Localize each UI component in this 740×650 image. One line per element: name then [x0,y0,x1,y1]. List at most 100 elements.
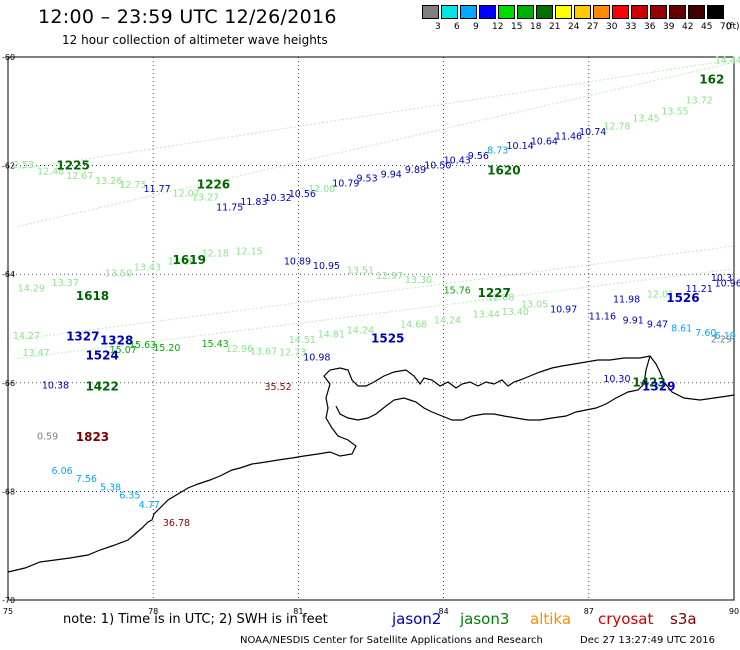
x-tick-label: 87 [584,607,594,616]
legend-jason2: jason2 [392,610,442,628]
pass-id-label: 1619 [173,253,206,267]
wave-height-label: 12.15 [235,246,262,257]
scale-swatch [688,5,705,19]
scale-label: 9 [473,22,479,32]
scale-label: 3 [435,22,441,32]
map-frame [7,56,735,601]
wave-height-label: 10.50 [424,161,451,172]
wave-height-label: 10.97 [550,304,577,315]
wave-height-label: 10.64 [531,137,558,148]
legend-jason3: jason3 [460,610,510,628]
y-tick-label: -64 [2,270,15,279]
scale-label: 24 [568,22,580,32]
wave-height-label: 15.43 [202,339,229,350]
scale-swatch [517,5,534,19]
scale-swatch [479,5,496,19]
satellite-track [17,268,735,359]
scale-label: 27 [587,22,599,32]
scale-swatch [536,5,553,19]
generation-timestamp: Dec 27 13:27:49 UTC 2016 [580,635,715,646]
wave-height-label: 6.19 [715,331,736,342]
wave-height-label: 11.77 [144,184,171,195]
wave-height-label: 13.26 [95,176,122,187]
satellite-tracks [17,59,735,359]
wave-height-label: 13.67 [250,346,277,357]
wave-height-label: 9.94 [381,169,402,180]
wave-height-label: 13.43 [134,263,161,274]
legend-altika: altika [530,610,572,628]
scale-label: 12 [492,22,504,32]
coastline-inlet [335,355,651,421]
wave-height-label: 9.47 [647,320,668,331]
footer-note: note: 1) Time is in UTC; 2) SWH is in fe… [63,612,328,627]
y-tick-label: -70 [2,596,15,605]
x-tick-label: 90 [729,607,739,616]
wave-height-label: 12.67 [66,171,93,182]
pass-id-label: 162 [699,73,724,87]
wave-height-label: 11.83 [240,197,267,208]
y-tick-label: -66 [2,379,15,388]
wave-height-label: 13.40 [502,307,529,318]
wave-height-label: 11.21 [686,284,713,295]
wave-height-label: 13.19 [168,257,195,268]
scale-swatch [593,5,610,19]
wave-height-label: 35.52 [265,382,292,393]
wave-height-label: 13.72 [686,95,713,106]
wave-height-label: 10.56 [289,189,316,200]
wave-height-label: 13.27 [192,193,219,204]
wave-height-label: 14.81 [318,329,345,340]
antarctic-coastline [7,355,735,573]
wave-height-label: 7.56 [76,474,97,485]
wave-height-label: 12.97 [376,271,403,282]
wave-height-label: 12.07 [173,188,200,199]
wave-height-label: 12.96 [226,344,253,355]
y-tick-label: -68 [2,487,15,496]
scale-swatch [555,5,572,19]
wave-height-label: 6.06 [52,466,73,477]
wave-height-label: 10.3 [711,273,732,284]
x-tick-label: 78 [148,607,158,616]
wave-height-label: 2.29 [711,334,732,345]
wave-height-label: 12.18 [202,249,229,260]
wave-height-label: 0.59 [37,432,58,443]
wave-height-label: 14.27 [13,331,40,342]
wave-height-label: 14.29 [18,283,45,294]
wave-height-label: 13.44 [473,309,500,320]
pass-id-label: 1525 [371,332,404,346]
wave-height-label: 11.75 [216,202,243,213]
wave-height-label: 12.78 [603,122,630,133]
scale-swatch [707,5,724,19]
x-tick-label: 84 [439,607,449,616]
scale-label: 15 [511,22,523,32]
y-tick-label: -62 [2,162,15,171]
pass-id-label: 1823 [76,430,109,444]
wave-height-label: 10.38 [42,381,69,392]
pass-id-label: 1225 [56,159,89,173]
scale-label: 6 [454,22,460,32]
wave-height-label: 14.68 [400,320,427,331]
scale-label: 36 [644,22,656,32]
wave-height-label: 10.98 [303,352,330,363]
wave-height-label: 14.51 [289,335,316,346]
wave-height-label: 15.63 [129,340,156,351]
scale-label: 70 [720,22,732,32]
wave-height-label: 5.38 [100,483,121,494]
wave-height-label: 13.37 [52,278,79,289]
wave-height-label: 12.73 [279,347,306,358]
wave-height-label: 13.30 [405,275,432,286]
scale-swatch [441,5,458,19]
wave-height-label: 10.14 [507,141,534,152]
wave-height-label: 13.47 [23,348,50,359]
wave-height-label: 14.24 [347,326,374,337]
scale-swatch [669,5,686,19]
scale-label: 42 [682,22,694,32]
wave-height-label: 36.78 [163,518,190,529]
wave-height-label: 7.60 [695,328,716,339]
scale-label: 33 [625,22,637,32]
wave-height-label: 10.89 [284,257,311,268]
map-subtitle: 12 hour collection of altimeter wave hei… [62,33,328,47]
axis-tick-labels: 75 78 81 84 87 90 -60 -62 -64 -66 -68 -70 [2,53,739,616]
wave-height-label: 8.61 [671,324,692,335]
wave-height-label: 12.48 [37,167,64,178]
